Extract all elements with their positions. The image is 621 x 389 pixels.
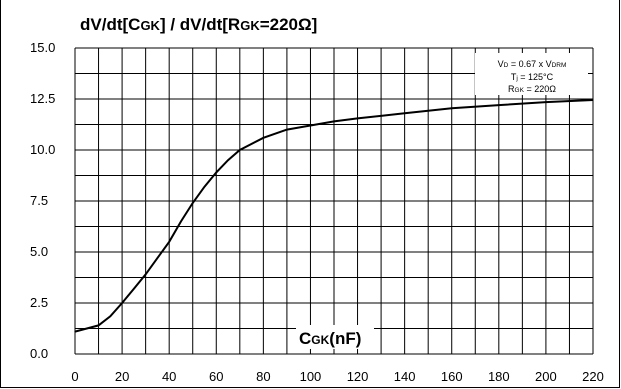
data-point — [356, 117, 359, 119]
condition-line: Tj = 125°C — [511, 72, 554, 82]
y-tick-label: 10.0 — [30, 142, 55, 157]
x-tick-label: 0 — [71, 369, 78, 384]
condition-box-background — [475, 53, 588, 95]
data-point — [97, 324, 100, 326]
data-point — [545, 101, 547, 103]
chart-title: dV/dt[CGK] / dV/dt[RGK=220Ω] — [80, 15, 317, 34]
y-tick-labels: 0.0 2.5 5.0 7.5 10.0 12.5 15.0 — [30, 40, 55, 361]
data-point — [74, 331, 76, 333]
data-point — [180, 220, 182, 222]
y-tick-label: 0.0 — [30, 346, 48, 361]
data-point — [309, 124, 312, 127]
data-point — [239, 149, 241, 151]
data-point — [145, 273, 147, 275]
data-point — [121, 302, 123, 304]
data-point — [227, 159, 229, 161]
y-tick-label: 12.5 — [30, 91, 55, 106]
x-tick-label: 60 — [209, 369, 223, 384]
x-tick-label: 180 — [488, 369, 510, 384]
y-tick-label: 7.5 — [30, 193, 48, 208]
x-axis-label-group: CGK(nF) — [296, 325, 374, 349]
data-point — [156, 257, 158, 259]
x-tick-label: 200 — [535, 369, 557, 384]
data-point — [404, 112, 406, 114]
grid — [74, 47, 594, 355]
x-tick-label: 80 — [256, 369, 270, 384]
data-point — [215, 171, 217, 173]
data-point — [86, 327, 88, 330]
x-tick-label: 100 — [300, 369, 322, 384]
y-tick-label: 2.5 — [30, 295, 48, 310]
data-point — [498, 104, 500, 106]
x-tick-label: 140 — [394, 369, 416, 384]
x-tick-labels: 0 20 40 60 80 100 120 140 160 180 200 220 — [71, 369, 603, 384]
x-tick-label: 120 — [347, 369, 369, 384]
data-point — [168, 241, 170, 243]
data-point — [451, 107, 453, 109]
condition-line: VD = 0.67 x VDRM — [498, 59, 567, 69]
x-tick-label: 20 — [115, 369, 129, 384]
y-tick-label: 15.0 — [30, 40, 55, 55]
x-axis-label-background — [296, 325, 374, 349]
data-point — [203, 186, 206, 188]
data-point — [262, 137, 264, 139]
data-point — [592, 99, 594, 101]
condition-box: VD = 0.67 x VDRM Tj = 125°C RGK = 220Ω — [475, 53, 588, 95]
data-point — [133, 288, 135, 290]
data-point — [333, 120, 335, 122]
x-tick-label: 40 — [162, 369, 176, 384]
data-point — [109, 315, 111, 317]
data-point — [286, 129, 288, 131]
x-tick-label: 220 — [582, 369, 604, 384]
x-axis-label: CGK(nF) — [299, 329, 361, 348]
data-point — [192, 202, 194, 204]
y-tick-label: 5.0 — [30, 244, 48, 259]
series-curve-group — [74, 99, 594, 333]
x-tick-label: 160 — [441, 369, 463, 384]
condition-line: RGK = 220Ω — [508, 84, 556, 94]
